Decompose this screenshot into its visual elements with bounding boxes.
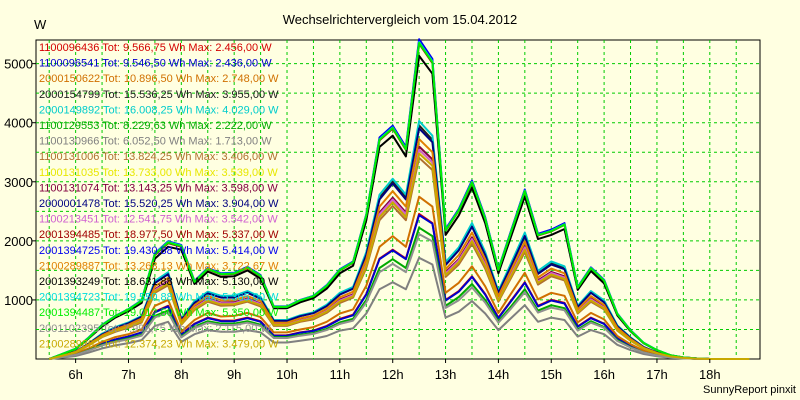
series-line-17 [48,42,750,360]
credit-label: SunnyReport pinxit [703,384,796,396]
x-tick-label: 6h [68,367,82,382]
y-axis-ticks: 1000 2000 3000 4000 5000 [4,57,36,308]
x-tick-label: 18h [699,367,721,382]
legend-entry: 2000150622 Tot: 10.896,50 Wh Max: 2.748,… [39,73,279,85]
x-tick-label: 10h [276,367,298,382]
x-tick-label: 7h [121,367,135,382]
series-line-2 [49,195,750,360]
legend-entry: 1100213451 Tot: 12.541,75 Wh Max: 3.542,… [39,214,278,226]
legend-entry: 1100131035 Tot: 13.733,00 Wh Max: 3.539,… [39,167,278,179]
legend-entry: 1100096436 Tot: 9.566,75 Wh Max: 2.456,0… [39,42,272,54]
y-tick-label: 3000 [4,175,33,190]
x-tick-label: 9h [227,367,241,382]
legend-entry: 1100096541 Tot: 9.546,50 Wh Max: 2.436,0… [39,58,272,70]
legend-entry: 1100130966 Tot: 6.052,50 Wh Max: 1.713,0… [39,136,272,148]
x-tick-label: 14h [488,367,510,382]
y-tick-label: 2000 [4,234,33,249]
x-tick-label: 16h [593,367,615,382]
legend-entry: 1100131074 Tot: 13.143,25 Wh Max: 3.598,… [39,182,278,194]
series-line-6 [49,256,750,360]
legend-entry: 2001394487 Tot: 19.012,50 Wh Max: 5.350,… [39,307,279,319]
x-tick-label: 17h [646,367,668,382]
series-line-18 [49,233,750,360]
y-tick-label: 5000 [4,57,33,72]
legend-entry: 2100289892 Tot: 12.374,23 Wh Max: 3.479,… [39,338,279,350]
x-tick-label: 12h [382,367,404,382]
legend: 1100096436 Tot: 9.566,75 Wh Max: 2.456,0… [39,42,279,350]
chart-title: Wechselrichtervergleich vom 15.04.2012 [283,12,518,27]
legend-entry: 2100289887 Tot: 13.268,13 Wh Max: 3.722,… [39,260,279,272]
series-line-14 [48,138,750,360]
legend-entry: 2001393249 Tot: 18.631,88 Wh Max: 5.130,… [39,276,279,288]
legend-entry: 2001394725 Tot: 19.430,88 Wh Max: 5.414,… [39,245,279,257]
x-axis-ticks: 6h 7h 8h 9h 10h 11h 12h 13h 14h 15h 16h 17h 18h [68,359,721,382]
legend-entry: 2000149892 Tot: 16.008,25 Wh Max: 4.029,… [39,104,279,116]
series-layer [48,38,750,360]
legend-entry: 2000154799 Tot: 15.536,25 Wh Max: 3.955,… [39,89,279,101]
y-axis-unit: W [34,17,47,32]
legend-entry: 2001102395 Tot: 7.996,75 Wh Max: 2.115,0… [39,323,271,335]
x-tick-label: 11h [330,367,351,382]
x-tick-label: 8h [174,367,188,382]
legend-entry: 1100129553 Tot: 8.229,63 Wh Max: 2.222,0… [39,120,272,132]
legend-entry: 2001394485 Tot: 18.977,50 Wh Max: 5.337,… [39,229,279,241]
legend-entry: 2000001478 Tot: 15.520,25 Wh Max: 3.904,… [39,198,279,210]
legend-entry: 2001394723 Tot: 19.550,88 Wh Max: 5.365,… [39,292,279,304]
y-tick-label: 1000 [4,293,33,308]
series-line-19 [48,152,750,360]
x-tick-label: 13h [435,367,457,382]
legend-entry: 1100131006 Tot: 13.824,25 Wh Max: 3.406,… [39,151,278,163]
y-tick-label: 4000 [4,116,33,131]
x-tick-label: 15h [540,367,562,382]
